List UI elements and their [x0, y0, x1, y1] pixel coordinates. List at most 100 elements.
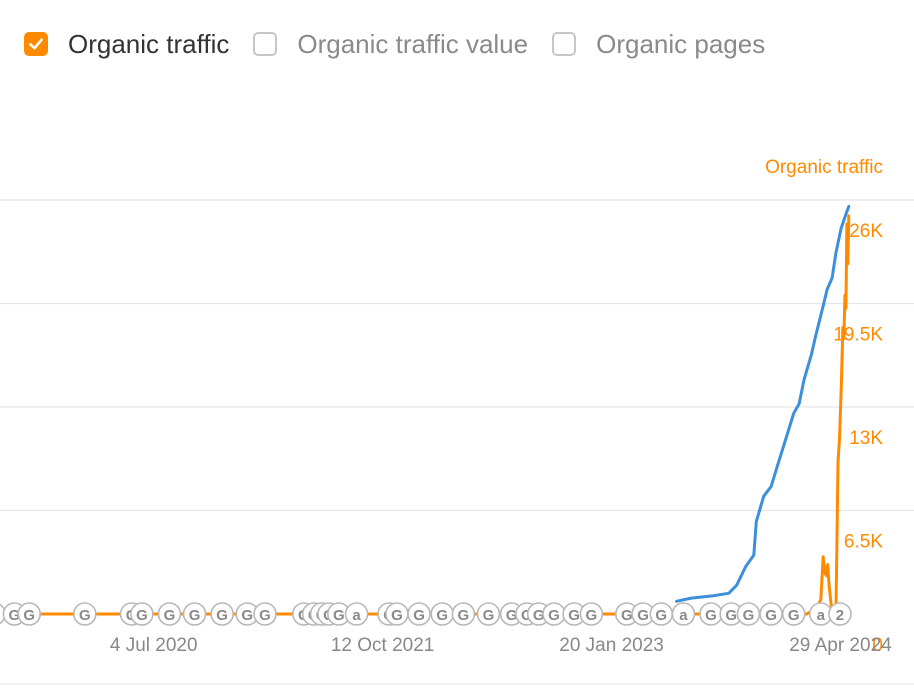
event-marker-label: G: [705, 607, 717, 624]
x-tick-label: 20 Jan 2023: [559, 635, 664, 656]
y-tick-label: 6.5K: [844, 532, 883, 553]
legend-organic-traffic[interactable]: Organic traffic: [24, 29, 229, 60]
event-marker[interactable]: G: [736, 602, 761, 626]
event-marker-circle[interactable]: [781, 602, 806, 626]
event-marker-label: G: [9, 607, 21, 624]
checkbox-organic-traffic-value[interactable]: [253, 32, 278, 56]
event-marker-circle[interactable]: [210, 602, 234, 626]
event-marker-label: G: [655, 607, 667, 624]
event-marker-circle[interactable]: [407, 602, 431, 626]
event-marker-label: a: [817, 607, 826, 624]
event-marker-label: G: [506, 607, 518, 624]
event-marker-label: G: [483, 607, 495, 624]
event-marker-circle[interactable]: [451, 602, 476, 626]
gridlines: [0, 199, 914, 512]
event-markers[interactable]: GGGGGGGGGGGGGGGGGGaGGGGGGGGGGGGGGGaGGGGG…: [0, 602, 852, 626]
event-marker-circle[interactable]: [344, 602, 369, 626]
event-marker-circle[interactable]: [157, 602, 182, 626]
series-line-secondary: [675, 204, 851, 603]
event-marker-circle[interactable]: [476, 602, 501, 626]
event-marker[interactable]: G: [407, 602, 431, 626]
event-marker-circle[interactable]: [17, 602, 41, 626]
event-marker-label: G: [586, 607, 598, 624]
legend-label-organic-traffic: Organic traffic: [68, 28, 230, 59]
event-marker[interactable]: G: [451, 602, 476, 626]
event-marker-label: G: [241, 607, 253, 624]
event-marker-circle[interactable]: [579, 602, 604, 626]
event-marker[interactable]: 2: [828, 602, 852, 626]
event-marker-label: G: [259, 607, 271, 624]
event-marker[interactable]: G: [130, 602, 154, 626]
event-marker-label: G: [765, 607, 777, 624]
event-marker-label: G: [216, 607, 228, 624]
event-marker-label: G: [725, 607, 737, 624]
event-marker[interactable]: G: [579, 602, 604, 626]
event-marker-label: G: [136, 607, 148, 624]
event-marker[interactable]: G: [182, 602, 207, 626]
event-marker[interactable]: G: [542, 602, 566, 626]
y-axis-title: Organic traffic: [765, 157, 883, 178]
event-marker[interactable]: a: [344, 602, 369, 626]
event-marker[interactable]: G: [17, 602, 41, 626]
event-marker-label: G: [391, 607, 403, 624]
event-marker[interactable]: a: [671, 602, 696, 626]
event-marker-label: G: [164, 607, 176, 624]
legend-label-organic-traffic-value: Organic traffic value: [297, 28, 529, 59]
legend-label-organic-pages: Organic pages: [596, 28, 766, 59]
event-marker[interactable]: G: [72, 602, 97, 626]
event-marker-circle[interactable]: [130, 602, 154, 626]
event-marker-circle[interactable]: [72, 602, 97, 626]
x-tick-label: 12 Oct 2021: [331, 635, 435, 656]
event-marker-label: G: [458, 607, 470, 624]
event-marker-label: G: [79, 607, 91, 624]
event-marker[interactable]: G: [476, 602, 501, 626]
event-marker-label: G: [189, 607, 201, 624]
event-marker-label: G: [568, 607, 580, 624]
event-marker-label: G: [788, 607, 800, 624]
event-marker-label: G: [333, 607, 345, 624]
event-marker-label: 2: [836, 607, 844, 624]
event-marker[interactable]: G: [699, 602, 723, 626]
event-marker-circle[interactable]: [671, 602, 696, 626]
event-marker[interactable]: G: [759, 602, 783, 626]
event-marker-label: a: [352, 607, 361, 624]
event-marker[interactable]: G: [385, 602, 409, 626]
event-marker-circle[interactable]: [828, 602, 852, 626]
legend-organic-pages[interactable]: Organic pages: [552, 29, 765, 60]
y-tick-label: 13K: [849, 428, 883, 449]
series-line-organic-traffic: [0, 214, 851, 616]
event-marker[interactable]: G: [781, 602, 806, 626]
event-marker[interactable]: G: [631, 602, 655, 626]
series-lines: [0, 204, 851, 616]
checkbox-organic-pages[interactable]: [552, 32, 577, 56]
y-axis-ticks: 0 6.5K 13K 19.5K 26K: [833, 221, 883, 656]
event-marker-label: G: [521, 607, 533, 624]
event-marker-label: a: [679, 607, 688, 624]
event-marker-label: G: [621, 607, 633, 624]
event-marker[interactable]: G: [253, 602, 277, 626]
event-marker-circle[interactable]: [182, 602, 207, 626]
event-marker-circle[interactable]: [253, 602, 277, 626]
x-tick-label: 4 Jul 2020: [110, 635, 198, 656]
checkbox-organic-traffic[interactable]: [24, 32, 48, 56]
event-marker[interactable]: G: [210, 602, 234, 626]
event-marker-label: G: [23, 607, 35, 624]
event-marker[interactable]: G: [430, 602, 454, 626]
event-marker-label: G: [436, 607, 448, 624]
x-tick-label: 29 Apr 2024: [789, 635, 892, 656]
event-marker-label: G: [533, 607, 545, 624]
event-marker-label: G: [637, 607, 649, 624]
event-marker-label: G: [548, 607, 560, 624]
legend-organic-traffic-value[interactable]: Organic traffic value: [253, 29, 528, 60]
event-marker-label: G: [743, 607, 755, 624]
checkmark-icon: [29, 38, 43, 50]
metric-legend: Organic traffic Organic traffic value Or…: [24, 26, 789, 62]
event-marker-label: G: [413, 607, 425, 624]
y-tick-label: 0: [872, 635, 883, 656]
y-tick-label: 19.5K: [833, 325, 883, 346]
event-marker[interactable]: G: [157, 602, 182, 626]
event-marker[interactable]: G: [649, 602, 674, 626]
y-tick-label: 26K: [849, 221, 883, 242]
